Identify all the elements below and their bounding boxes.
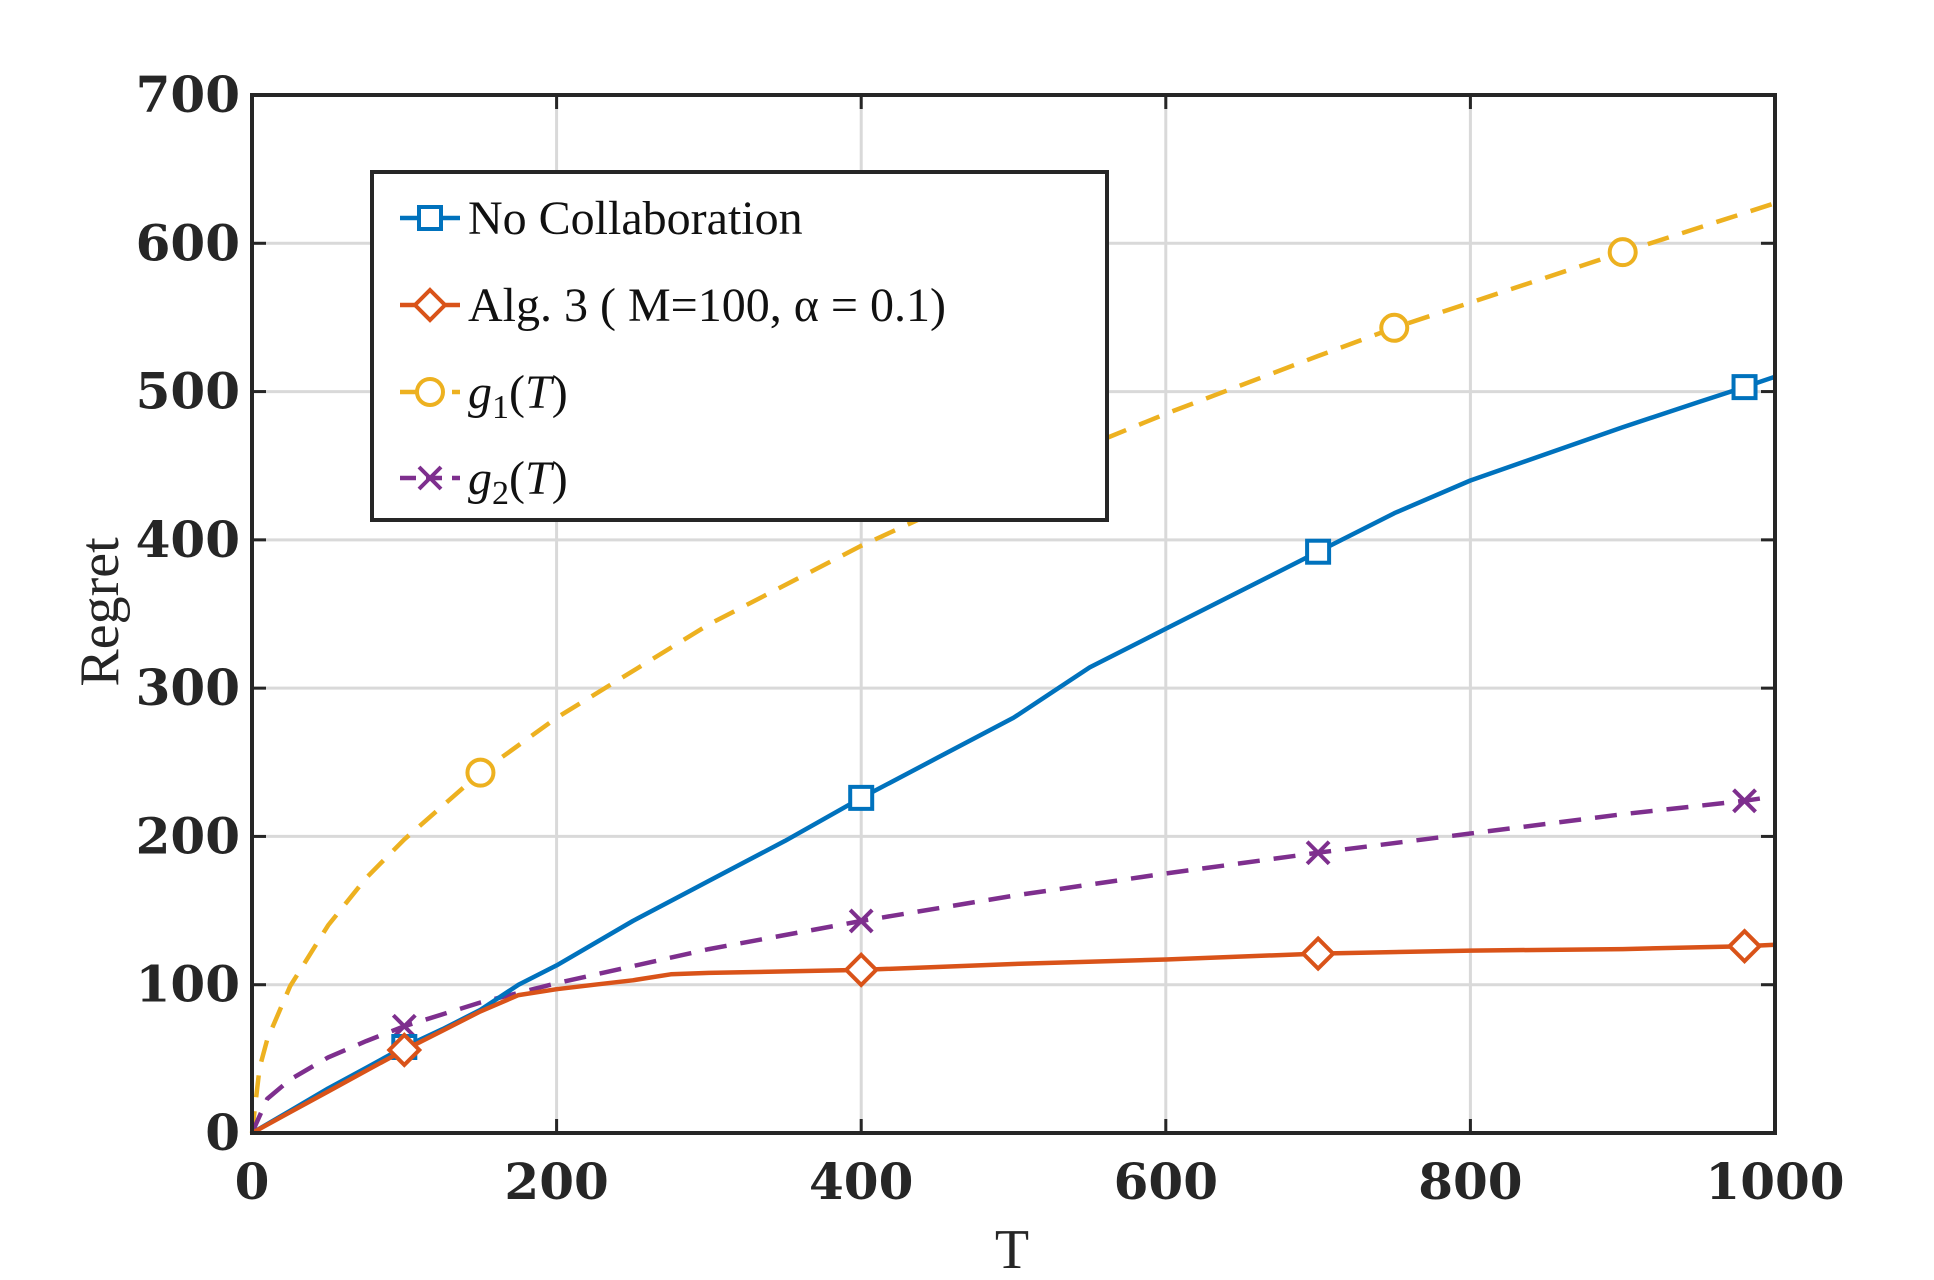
y-tick-label: 400 — [136, 510, 240, 569]
data-point-marker — [1726, 928, 1763, 964]
x-tick-label: 200 — [504, 1152, 608, 1211]
y-tick-label: 300 — [136, 658, 240, 717]
series-2 — [249, 201, 1776, 1134]
data-point-marker — [1305, 840, 1331, 866]
y-tick-label: 500 — [136, 362, 240, 421]
x-tick-label: 400 — [809, 1152, 913, 1211]
x-tick-label: 1000 — [1705, 1152, 1844, 1211]
series-line — [249, 794, 1776, 1134]
y-tick-label: 200 — [136, 806, 240, 865]
data-point-marker — [465, 757, 496, 788]
y-axis-title: Regret — [69, 537, 131, 687]
data-point-marker — [1607, 237, 1638, 268]
data-point-marker — [848, 784, 875, 811]
legend-label: No Collaboration — [468, 192, 803, 245]
data-point-marker — [1732, 788, 1757, 814]
legend-swatch-marker — [412, 287, 448, 323]
y-tick-label: 0 — [205, 1103, 240, 1162]
series-3 — [249, 788, 1776, 1134]
y-tick-label: 700 — [136, 65, 240, 124]
x-tick-labels: 0 200 400 600 800 1000 — [235, 1152, 1845, 1211]
data-point-marker — [391, 1013, 417, 1039]
y-tick-label: 600 — [136, 213, 240, 272]
data-point-marker — [1379, 312, 1410, 343]
data-point-marker — [1731, 374, 1758, 401]
data-point-marker — [1300, 935, 1336, 972]
legend: No Collaboration Alg. 3 ( M=100, α = 0.1)… — [370, 170, 1109, 522]
legend-label: g1(T) — [468, 366, 568, 426]
plot-series — [249, 201, 1776, 1135]
data-point-marker — [848, 908, 874, 934]
x-tick-label: 0 — [235, 1152, 270, 1211]
legend-swatch-marker — [417, 205, 443, 231]
data-point-marker — [386, 1032, 423, 1068]
axis-ticks — [250, 93, 1777, 1135]
legend-label: g2(T) — [468, 452, 568, 512]
data-point-marker — [1305, 538, 1332, 565]
plot-frame — [250, 93, 1777, 1135]
x-tick-label: 600 — [1114, 1152, 1218, 1211]
series-line — [250, 942, 1776, 1135]
data-point-marker — [843, 952, 880, 988]
legend-label: Alg. 3 ( M=100, α = 0.1) — [468, 279, 946, 332]
y-tick-labels: 0 100 200 300 400 500 600 700 — [136, 65, 240, 1162]
y-tick-label: 100 — [136, 955, 240, 1014]
x-tick-label: 800 — [1418, 1152, 1522, 1211]
legend-box — [370, 170, 1109, 522]
legend-swatch-marker — [417, 465, 443, 491]
series-1 — [250, 928, 1776, 1135]
series-line — [249, 201, 1776, 1134]
x-axis-title: T — [995, 1219, 1029, 1280]
legend-swatch-marker — [415, 377, 445, 407]
